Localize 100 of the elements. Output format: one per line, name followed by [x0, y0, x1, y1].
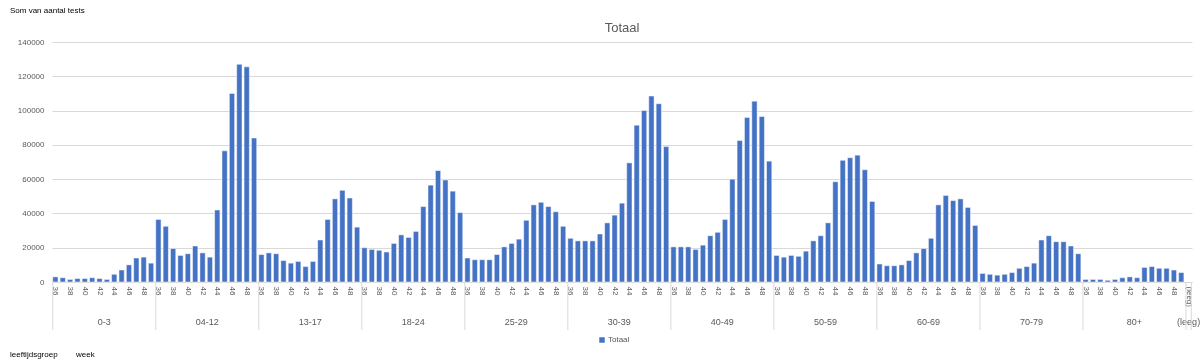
x-tick-label: 48	[551, 286, 561, 296]
x-tick-label: 46	[124, 286, 134, 296]
x-tick-label: 44	[419, 286, 429, 296]
x-tick-label: 44	[316, 286, 326, 296]
x-tick-label: 36	[154, 286, 164, 296]
y-tick-label: 20000	[22, 243, 46, 253]
x-tick-label: 48	[448, 286, 458, 296]
x-tick-label: 40	[286, 286, 296, 296]
text: 18-24	[401, 317, 425, 327]
x-tick-label: 40	[595, 286, 605, 296]
x-tick-label: 42	[198, 286, 208, 296]
x-tick-label: 40	[698, 286, 708, 296]
x-tick-label: 42	[1125, 286, 1135, 296]
x-tick-label: 44	[1140, 286, 1150, 296]
x-tick-label: 40	[183, 286, 193, 296]
x-tick-label: 40	[389, 286, 399, 296]
x-tick-label: 42	[95, 286, 105, 296]
y-tick-label: 120000	[17, 71, 46, 81]
text: 80+	[1126, 317, 1143, 327]
x-tick-label: 44	[522, 286, 532, 296]
text: 25-29	[504, 317, 528, 327]
text: 60-69	[916, 317, 940, 327]
x-tick-label: 36	[566, 286, 576, 296]
x-tick-label: 36	[51, 286, 61, 296]
x-tick-label: 44	[728, 286, 738, 296]
x-tick-label: 38	[581, 286, 591, 296]
x-tick-label: 42	[507, 286, 517, 296]
x-tick-label: 42	[816, 286, 826, 296]
x-tick-label: 42	[1022, 286, 1032, 296]
y-tick-label: 40000	[22, 208, 46, 218]
y-tick-label: 80000	[22, 140, 46, 150]
x-tick-label: 36	[669, 286, 679, 296]
x-tick-label: 42	[404, 286, 414, 296]
x-tick-label: 38	[375, 286, 385, 296]
x-tick-label: 38	[993, 286, 1003, 296]
x-tick-label: 46	[846, 286, 856, 296]
text: 30-39	[607, 317, 631, 327]
x-tick-label: 36	[875, 286, 885, 296]
x-tick-label: 40	[1111, 286, 1121, 296]
x-tick-label: 44	[625, 286, 635, 296]
x-tick-label: 46	[640, 286, 650, 296]
x-tick-label: 40	[904, 286, 914, 296]
x-tick-label: 44	[1037, 286, 1047, 296]
x-tick-label: 46	[1155, 286, 1165, 296]
y-tick-label: 140000	[17, 37, 46, 47]
text: 0-3	[97, 317, 111, 327]
x-tick-label: 44	[831, 286, 841, 296]
text: 04-12	[195, 317, 219, 327]
x-tick-label: 48	[1169, 286, 1179, 296]
x-tick-label: 36	[978, 286, 988, 296]
y-tick-label: 60000	[22, 174, 46, 184]
x-tick-label: 46	[537, 286, 547, 296]
text: 70-79	[1019, 317, 1043, 327]
legend-label: Totaal	[608, 335, 630, 344]
x-tick-label: 42	[919, 286, 929, 296]
x-tick-label: 36	[257, 286, 267, 296]
chart-title: Totaal	[604, 20, 640, 35]
x-tick-label: 48	[963, 286, 973, 296]
x-tick-label: 40	[1008, 286, 1018, 296]
x-tick-label: 36	[360, 286, 370, 296]
x-tick-label: 42	[301, 286, 311, 296]
x-tick-label: 38	[169, 286, 179, 296]
text: Som van aantal tests	[10, 6, 85, 15]
x-tick-label: 38	[787, 286, 797, 296]
x-tick-label: 40	[80, 286, 90, 296]
x-tick-label: 48	[860, 286, 870, 296]
x-tick-label: 44	[213, 286, 223, 296]
x-tick-label: 38	[66, 286, 76, 296]
y-tick-label: 100000	[17, 106, 46, 116]
x-tick-label: 46	[227, 286, 237, 296]
x-tick-label: 48	[242, 286, 252, 296]
x-tick-label: 36	[1081, 286, 1091, 296]
text: 40-49	[710, 317, 734, 327]
text: leeftijdsgroep	[10, 350, 59, 359]
x-tick-label: 38	[890, 286, 900, 296]
x-tick-label: 40	[492, 286, 502, 296]
x-tick-label: (leeg)	[1184, 286, 1194, 308]
x-tick-label: 48	[1066, 286, 1076, 296]
x-tick-label: 42	[610, 286, 620, 296]
text: (leeg)	[1177, 317, 1200, 327]
x-tick-label: 36	[772, 286, 782, 296]
x-tick-label: 46	[331, 286, 341, 296]
text: week	[75, 350, 96, 359]
x-tick-label: 38	[478, 286, 488, 296]
x-tick-label: 38	[1096, 286, 1106, 296]
x-tick-label: 38	[684, 286, 694, 296]
text: 50-59	[813, 317, 837, 327]
x-tick-label: 42	[713, 286, 723, 296]
x-tick-label: 48	[345, 286, 355, 296]
x-tick-label: 46	[743, 286, 753, 296]
x-tick-label: 44	[934, 286, 944, 296]
x-tick-label: 46	[434, 286, 444, 296]
x-tick-label: 48	[654, 286, 664, 296]
x-tick-label: 48	[757, 286, 767, 296]
x-tick-label: 40	[801, 286, 811, 296]
x-tick-label: 38	[272, 286, 282, 296]
x-tick-label: 46	[949, 286, 959, 296]
y-tick-label: 0	[40, 277, 46, 287]
x-tick-label: 46	[1052, 286, 1062, 296]
x-tick-label: 48	[139, 286, 149, 296]
